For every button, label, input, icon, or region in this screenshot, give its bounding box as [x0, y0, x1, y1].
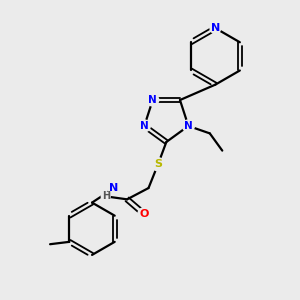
Circle shape: [182, 120, 194, 132]
Circle shape: [101, 192, 110, 201]
Text: N: N: [211, 23, 220, 33]
Circle shape: [152, 158, 165, 171]
Text: N: N: [110, 183, 119, 193]
Text: N: N: [184, 121, 193, 131]
Circle shape: [138, 120, 150, 132]
Text: H: H: [102, 191, 110, 201]
Text: S: S: [154, 159, 162, 169]
Text: N: N: [148, 95, 157, 105]
Text: N: N: [140, 121, 149, 131]
Circle shape: [108, 182, 120, 194]
Circle shape: [147, 94, 159, 106]
Circle shape: [138, 208, 151, 221]
Circle shape: [210, 23, 221, 34]
Text: O: O: [140, 209, 149, 219]
